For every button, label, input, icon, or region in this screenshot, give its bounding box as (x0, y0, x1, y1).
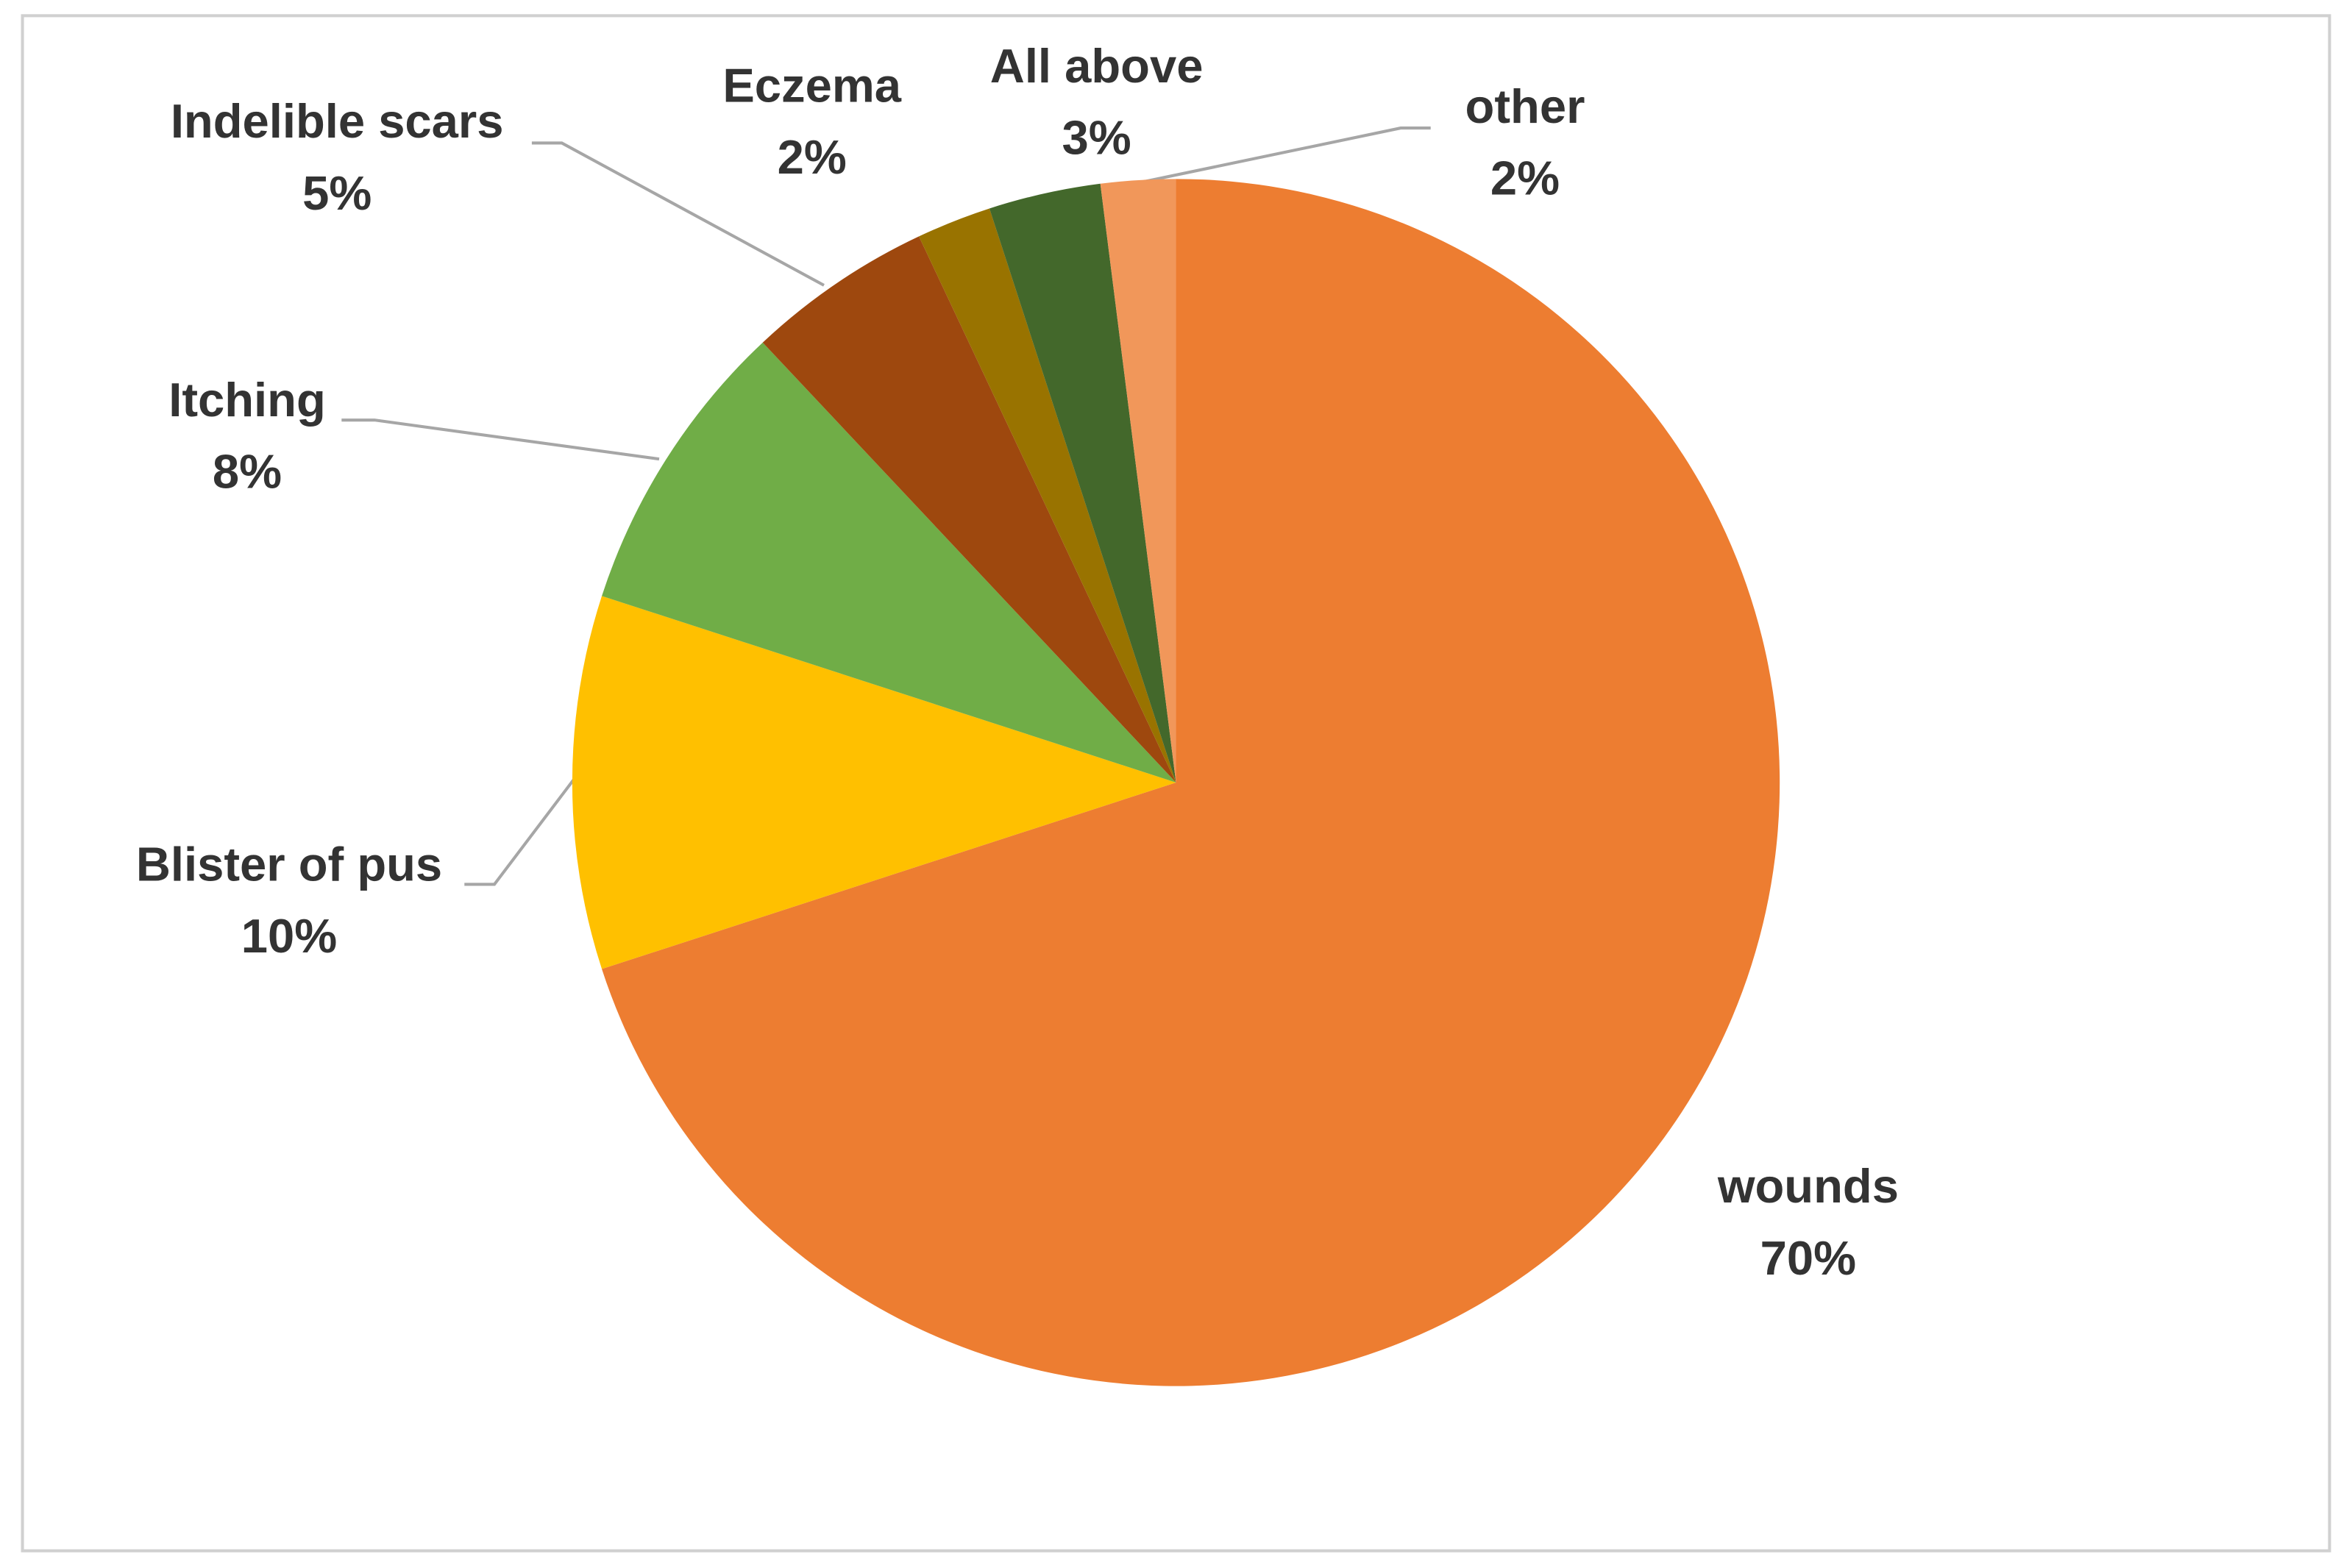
pie-slice (762, 236, 1176, 783)
slice-label: Indelible scars (171, 94, 504, 148)
value-label: 2% (778, 130, 847, 184)
leader-lines (341, 126, 1431, 886)
value-label: 2% (1490, 152, 1560, 205)
slice-label: Blister of pus (136, 837, 442, 891)
pie-slice (1100, 179, 1176, 783)
pie-slice (919, 208, 1176, 783)
leader-line (531, 141, 825, 287)
value-label: 5% (302, 166, 372, 220)
slice-label: other (1465, 79, 1585, 133)
value-label: 70% (1760, 1231, 1856, 1285)
leader-line (464, 778, 575, 886)
slice-label: Itching (168, 373, 326, 427)
pie-slice (602, 342, 1176, 783)
leader-line (341, 418, 660, 461)
value-label: 10% (241, 909, 337, 963)
pie-slice (602, 179, 1780, 1386)
slice-label: Eczema (722, 58, 901, 112)
value-label: 3% (1062, 111, 1131, 165)
leader-line (1135, 126, 1431, 185)
slice-label: wounds (1717, 1159, 1899, 1213)
pie-slice (989, 183, 1176, 783)
value-label: 8% (213, 445, 282, 499)
slice-label: All above (990, 39, 1204, 93)
pie-slice (572, 596, 1176, 969)
